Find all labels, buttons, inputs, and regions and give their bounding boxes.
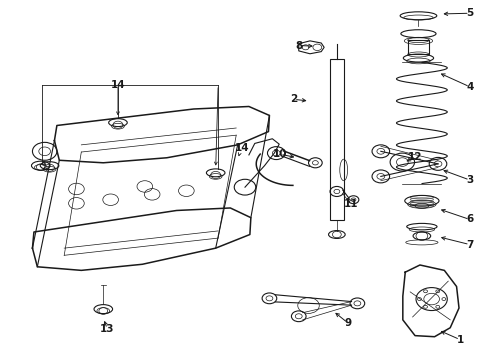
Text: 6: 6 xyxy=(466,215,473,224)
Text: 14: 14 xyxy=(235,143,250,153)
Text: 13: 13 xyxy=(100,324,115,334)
Text: 14: 14 xyxy=(111,80,125,90)
Text: 1: 1 xyxy=(456,334,464,345)
Text: 12: 12 xyxy=(408,152,422,162)
Text: 10: 10 xyxy=(273,149,288,159)
Bar xyxy=(408,40,429,54)
Text: 8: 8 xyxy=(295,41,302,50)
Text: 2: 2 xyxy=(290,94,297,104)
Text: 3: 3 xyxy=(466,175,473,185)
Text: 5: 5 xyxy=(466,8,473,18)
Text: 11: 11 xyxy=(344,199,359,210)
Bar xyxy=(330,59,343,220)
Text: 4: 4 xyxy=(466,82,473,92)
Text: 9: 9 xyxy=(344,318,351,328)
Text: 7: 7 xyxy=(466,239,473,249)
